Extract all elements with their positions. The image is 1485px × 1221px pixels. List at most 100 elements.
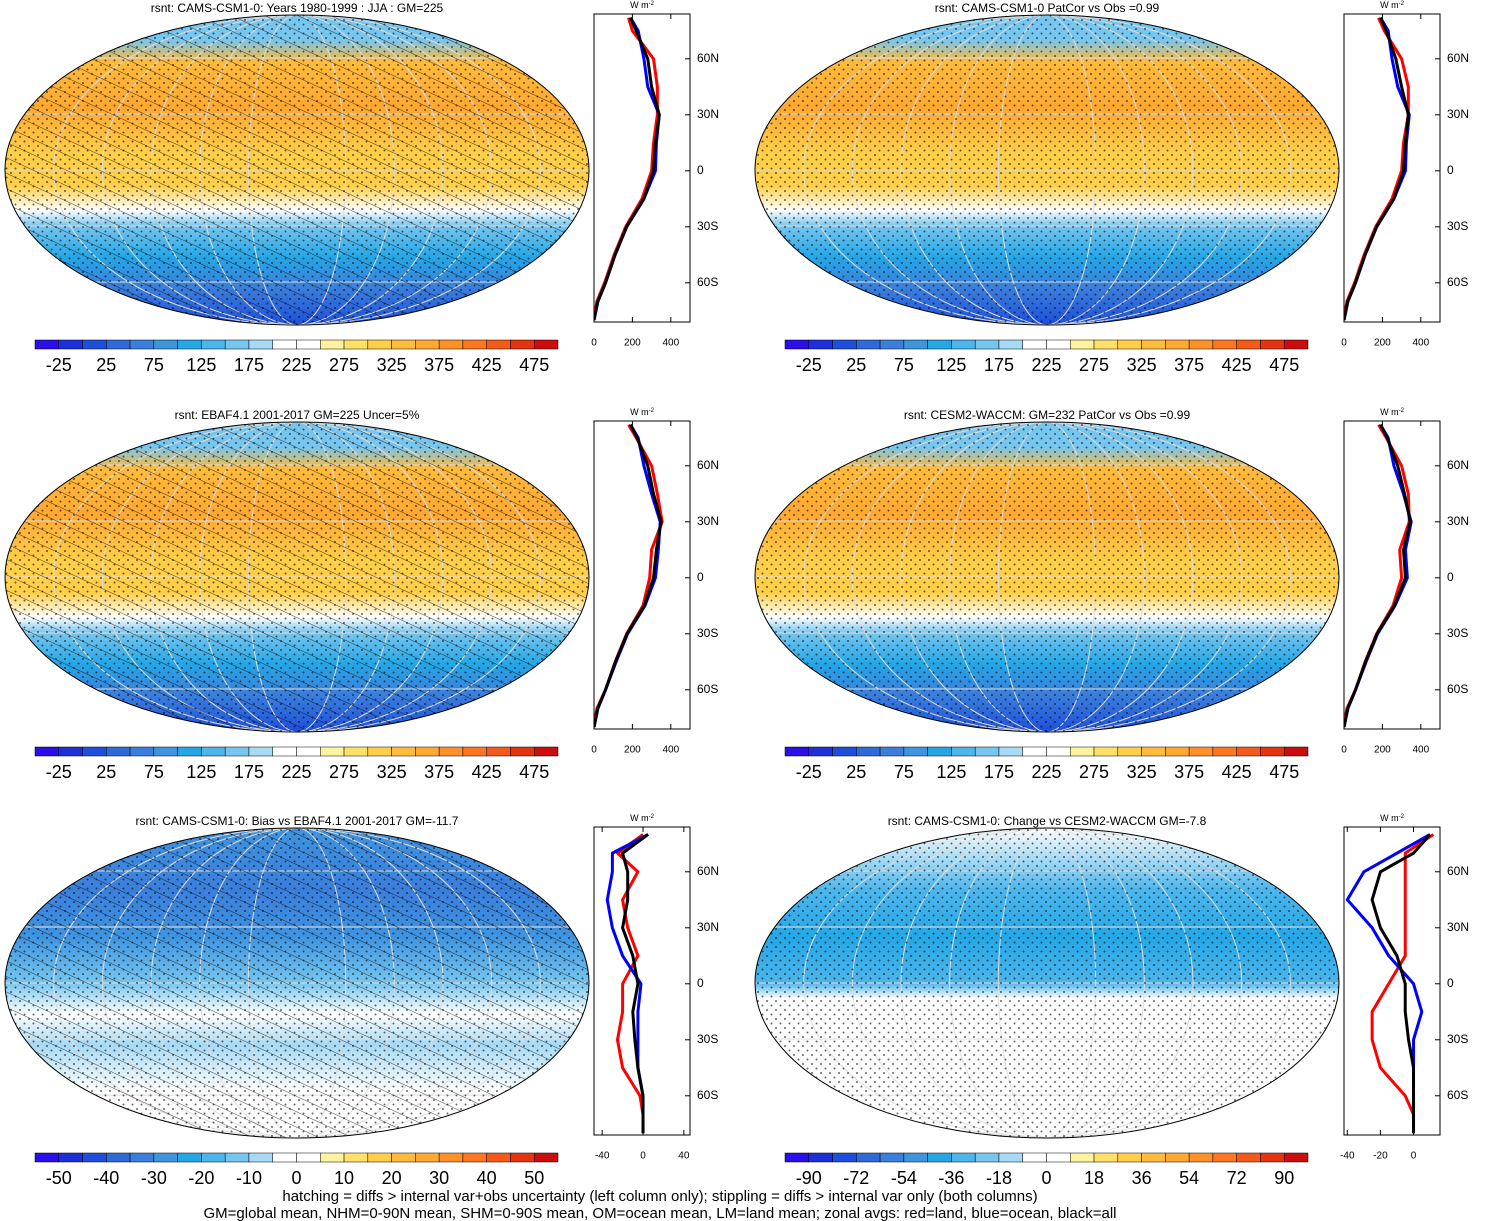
colorbar-label: 375 — [424, 762, 454, 782]
colorbar-label: 40 — [477, 1168, 497, 1188]
colorbar-box — [343, 1152, 369, 1163]
y-tick-label: 0 — [697, 976, 704, 990]
colorbar-label: 25 — [96, 355, 116, 375]
panel-title: rsnt: CESM2-WACCM: GM=232 PatCor vs Obs … — [904, 408, 1191, 422]
y-tick-label: 60S — [1447, 275, 1468, 289]
colorbar-label: -18 — [986, 1168, 1012, 1188]
y-tick-label: 60S — [1447, 1088, 1468, 1102]
zonal-line — [1344, 17, 1410, 321]
colorbar-label: 275 — [1079, 355, 1109, 375]
colorbar-box — [320, 339, 345, 350]
y-tick-label: 0 — [1447, 163, 1454, 177]
colorbar-box — [1117, 1152, 1142, 1163]
colorbar-box — [391, 1152, 416, 1163]
hatching — [5, 828, 589, 1138]
map-border — [754, 14, 1340, 326]
colorbar-box — [1236, 339, 1261, 350]
colorbar-label: 20 — [382, 1168, 402, 1188]
y-tick-label: 60S — [697, 682, 718, 696]
unit-exponent: -2 — [649, 1, 655, 7]
colorbar-box — [1070, 746, 1095, 757]
panel-title: rsnt: CAMS-CSM1-0: Change vs CESM2-WACCM… — [888, 814, 1207, 828]
colorbar-box — [201, 1152, 226, 1163]
colorbar-box — [856, 339, 881, 350]
colorbar-box — [367, 1152, 392, 1163]
colorbar-box — [224, 339, 250, 350]
colorbar-box — [391, 339, 416, 350]
unit: W m — [1380, 0, 1399, 10]
colorbar-box — [951, 339, 976, 350]
colorbar-label: 90 — [1274, 1168, 1294, 1188]
colorbar-box — [1188, 1152, 1214, 1163]
note: hatching = diffs > internal var+obs unce… — [282, 1188, 1037, 1205]
colorbar-box — [808, 1152, 833, 1163]
colorbar-box — [438, 746, 464, 757]
x-tick-label: 0 — [1341, 745, 1347, 756]
colorbar-box — [951, 1152, 976, 1163]
colorbar-box — [438, 1152, 464, 1163]
x-tick-label: 200 — [624, 745, 641, 756]
colorbar-label: -20 — [188, 1168, 214, 1188]
colorbar-label: 225 — [281, 355, 311, 375]
colorbar-box — [974, 1152, 1000, 1163]
colorbar-box — [1260, 339, 1285, 350]
colorbar-box — [296, 339, 321, 350]
colorbar-box — [832, 1152, 857, 1163]
unit-exponent: -2 — [1399, 408, 1405, 414]
colorbar-box — [998, 746, 1023, 757]
colorbar-label: 75 — [144, 355, 164, 375]
colorbar-label: -30 — [141, 1168, 167, 1188]
colorbar-box — [1046, 1152, 1071, 1163]
colorbar-box — [367, 746, 392, 757]
x-tick-label: 200 — [1374, 338, 1391, 349]
colorbar-box — [82, 1152, 107, 1163]
colorbar-box — [462, 1152, 487, 1163]
colorbar-label: 175 — [234, 355, 264, 375]
colorbar-label: 475 — [519, 762, 549, 782]
colorbar-label: 30 — [429, 1168, 449, 1188]
x-tick-label: 0 — [1341, 338, 1347, 349]
zonal-line — [1370, 833, 1435, 1134]
colorbar-box — [1117, 339, 1142, 350]
colorbar-box — [1117, 746, 1142, 757]
zonal-line — [594, 424, 663, 728]
x-tick-label: 200 — [1374, 745, 1391, 756]
colorbar-label: 375 — [1174, 355, 1204, 375]
zonal-line — [594, 423, 664, 728]
colorbar-box — [486, 746, 511, 757]
colorbar-box — [1046, 746, 1071, 757]
colorbar-label: -10 — [236, 1168, 262, 1188]
colorbar-box — [106, 746, 131, 757]
colorbar-label: 425 — [1222, 355, 1252, 375]
colorbar-box — [1022, 1152, 1047, 1163]
x-tick-label: 400 — [1412, 338, 1429, 349]
colorbar-box — [1212, 1152, 1237, 1163]
colorbar-box — [832, 746, 857, 757]
colorbar-label: 425 — [472, 355, 502, 375]
colorbar-box — [510, 746, 535, 757]
y-tick-label: 30S — [1447, 626, 1468, 640]
colorbar-label: 75 — [144, 762, 164, 782]
y-tick-label: 60N — [697, 864, 719, 878]
colorbar-box — [462, 746, 487, 757]
x-tick-label: 0 — [640, 1151, 646, 1162]
zonal-frame — [1343, 420, 1441, 730]
zonal-frame — [593, 420, 691, 730]
zonal-frame — [1343, 826, 1441, 1136]
colorbar-label: -40 — [93, 1168, 119, 1188]
zonal-line — [1344, 16, 1411, 321]
colorbar-box — [224, 746, 250, 757]
colorbar-label: 175 — [984, 355, 1014, 375]
colorbar-box — [153, 339, 178, 350]
stippling — [755, 828, 1339, 1138]
colorbar-box — [272, 746, 297, 757]
colorbar-box — [1260, 1152, 1285, 1163]
y-tick-label: 30N — [697, 920, 719, 934]
colorbar-box — [533, 339, 559, 350]
colorbar-box — [1236, 1152, 1261, 1163]
colorbar-box — [34, 1152, 60, 1163]
colorbar-box — [974, 746, 1000, 757]
colorbar-label: 325 — [377, 355, 407, 375]
colorbar-label: 375 — [424, 355, 454, 375]
zonal-frame — [1343, 13, 1441, 323]
